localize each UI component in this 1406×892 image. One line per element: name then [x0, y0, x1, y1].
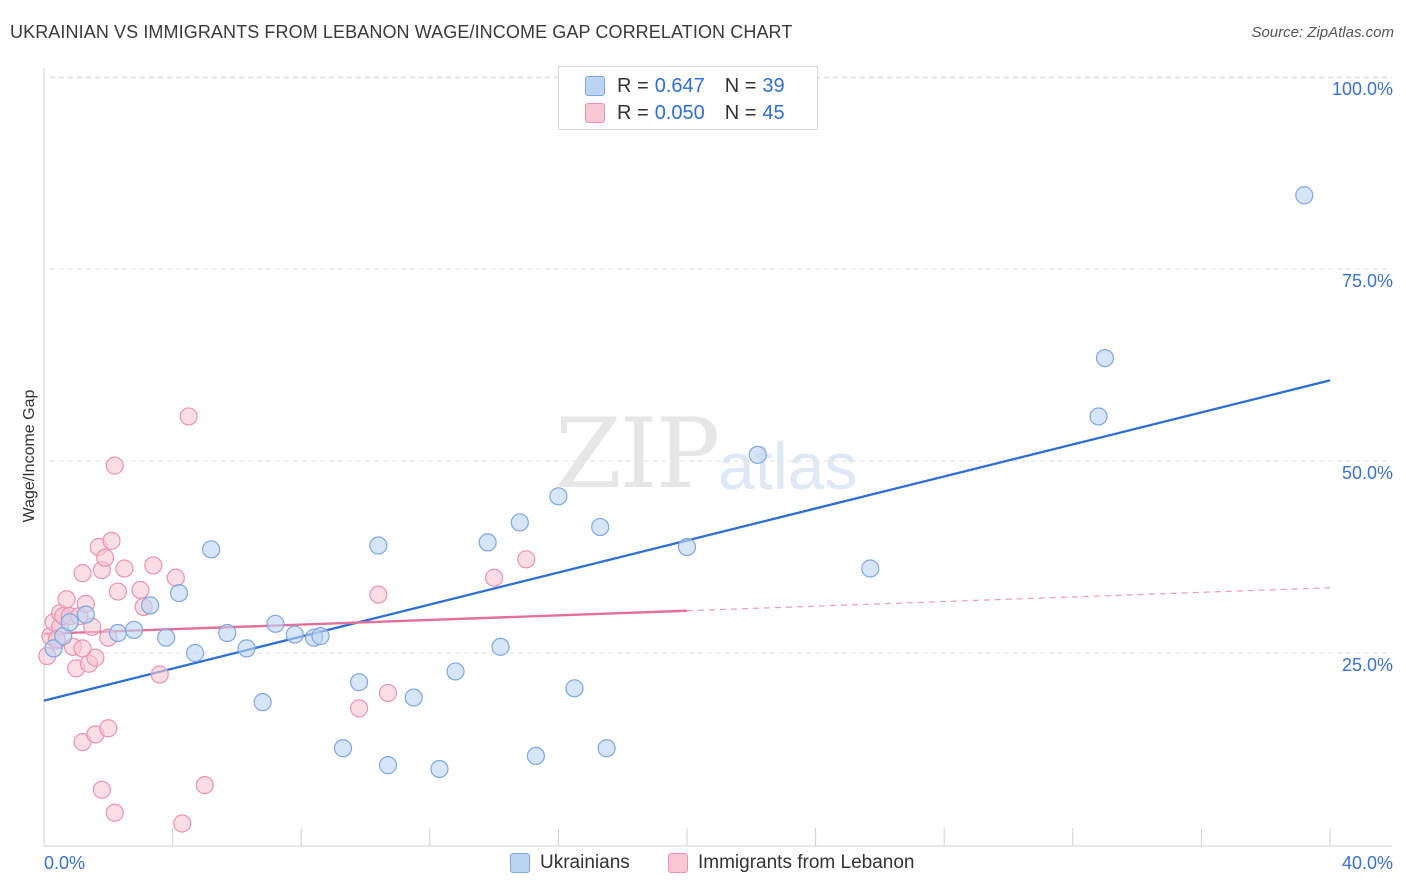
ukrainian-point	[44, 639, 63, 658]
ukrainian-point	[369, 536, 388, 555]
watermark-zip: ZIP	[555, 398, 720, 510]
legend-item-lebanon[interactable]: Immigrants from Lebanon	[668, 852, 915, 874]
ukrainian-point	[591, 517, 610, 537]
lebanon-trend-extension	[686, 587, 1331, 612]
legend-r-label: R =	[617, 101, 649, 124]
ukrainian-point	[76, 605, 95, 624]
lebanon-point	[99, 719, 118, 738]
lebanon-point	[73, 639, 92, 658]
lebanon-point	[115, 559, 134, 578]
ukrainian-point	[186, 643, 205, 663]
lebanon-trend-line	[43, 609, 688, 635]
lebanon-point	[105, 456, 124, 475]
ukrainian-point	[861, 559, 880, 578]
legend-label-lebanon: Immigrants from Lebanon	[698, 852, 915, 873]
ukrainian-point	[285, 625, 304, 644]
lebanon-point	[105, 803, 124, 822]
ukrainian-point	[478, 533, 497, 552]
lebanon-point	[95, 548, 115, 567]
lebanon-point	[195, 775, 214, 795]
x-tick-label: 0.0%	[44, 853, 85, 873]
legend-label-ukrainians: Ukrainians	[540, 852, 630, 873]
ukrainian-point	[1295, 186, 1314, 205]
series-legend: Ukrainians Immigrants from Lebanon	[0, 852, 1406, 878]
ukrainian-point	[565, 679, 584, 698]
ukrainian-point	[124, 620, 144, 640]
ukrainian-point	[549, 487, 568, 506]
y-tick-label: 75.0%	[1342, 271, 1393, 291]
ukrainian-point	[1095, 348, 1115, 368]
ukrainian-point	[748, 445, 767, 464]
legend-item-ukrainians[interactable]: Ukrainians	[510, 852, 630, 874]
ukrainian-point	[266, 614, 285, 633]
legend-r-value: 0.647	[654, 74, 705, 97]
legend-n-value: 39	[762, 74, 785, 97]
x-tick-label: 40.0%	[1342, 853, 1393, 873]
lebanon-point	[92, 780, 111, 799]
y-tick-label: 25.0%	[1342, 655, 1393, 675]
ukrainian-point	[677, 537, 697, 557]
lebanon-point	[485, 568, 504, 587]
ukrainian-point	[491, 637, 510, 656]
ukrainian-point	[349, 673, 369, 692]
ukrainian-point	[526, 746, 545, 766]
y-tick-label: 100.0%	[1332, 79, 1393, 99]
legend-n-label: N =	[724, 101, 757, 124]
legend-r-value: 0.050	[654, 101, 705, 124]
lebanon-point	[144, 556, 163, 575]
ukrainian-point	[430, 759, 449, 779]
chart-title: UKRAINIAN VS IMMIGRANTS FROM LEBANON WAG…	[10, 22, 793, 42]
legend-swatch-blue	[510, 853, 530, 873]
lebanon-point	[179, 407, 198, 426]
grid-lines	[50, 76, 1392, 654]
y-tick-label: 50.0%	[1342, 463, 1393, 483]
legend-swatch-pink	[668, 853, 688, 873]
ukrainian-point	[1089, 407, 1108, 426]
lebanon-point	[378, 683, 398, 703]
legend-row-ukrainians: R = 0.647 N = 39	[585, 73, 785, 99]
lebanon-point	[86, 648, 105, 667]
legend-swatch-pink	[585, 103, 605, 123]
source-label: Source: ZipAtlas.com	[1251, 24, 1394, 41]
ukrainian-point	[311, 627, 330, 646]
lebanon-point	[166, 568, 185, 587]
axes	[43, 68, 1392, 847]
ukrainian-point	[157, 628, 176, 647]
lebanon-point	[73, 564, 92, 583]
lebanon-point	[108, 582, 128, 601]
ukrainian-point	[333, 739, 353, 758]
ukrainian-point	[597, 739, 616, 758]
ukrainian-point	[404, 688, 423, 707]
ukrainian-point	[140, 596, 160, 615]
lebanon-point	[173, 814, 192, 833]
tick-labels: 25.0% 50.0% 75.0% 100.0% 0.0% 40.0%	[44, 79, 1393, 873]
ukrainian-point	[202, 540, 221, 559]
y-axis-label: Wage/Income Gap	[21, 390, 38, 523]
legend-row-lebanon: R = 0.050 N = 45	[585, 100, 785, 126]
lebanon-point	[150, 665, 169, 684]
legend-r-label: R =	[617, 74, 649, 97]
ukrainian-point	[510, 513, 529, 532]
legend-swatch-blue	[585, 76, 605, 96]
lebanon-point	[369, 585, 388, 604]
ukrainian-point	[253, 693, 272, 712]
ukrainian-point	[237, 639, 256, 658]
data-points	[38, 186, 1314, 833]
watermark-atlas: atlas	[718, 429, 858, 503]
lebanon-point	[517, 550, 536, 569]
lebanon-point	[102, 531, 121, 550]
ukrainian-point	[60, 613, 79, 632]
lebanon-point	[349, 699, 369, 718]
legend-n-value: 45	[762, 101, 785, 124]
stats-legend: R = 0.647 N = 39 R = 0.050 N = 45	[558, 66, 818, 130]
ukrainian-point	[169, 583, 189, 603]
ukrainian-point	[108, 623, 128, 643]
ukrainian-point	[378, 756, 398, 775]
ukrainian-point	[446, 662, 465, 681]
legend-n-label: N =	[724, 74, 757, 97]
ukrainian-point	[218, 623, 237, 643]
lebanon-point	[131, 580, 150, 600]
lebanon-point	[57, 590, 76, 609]
